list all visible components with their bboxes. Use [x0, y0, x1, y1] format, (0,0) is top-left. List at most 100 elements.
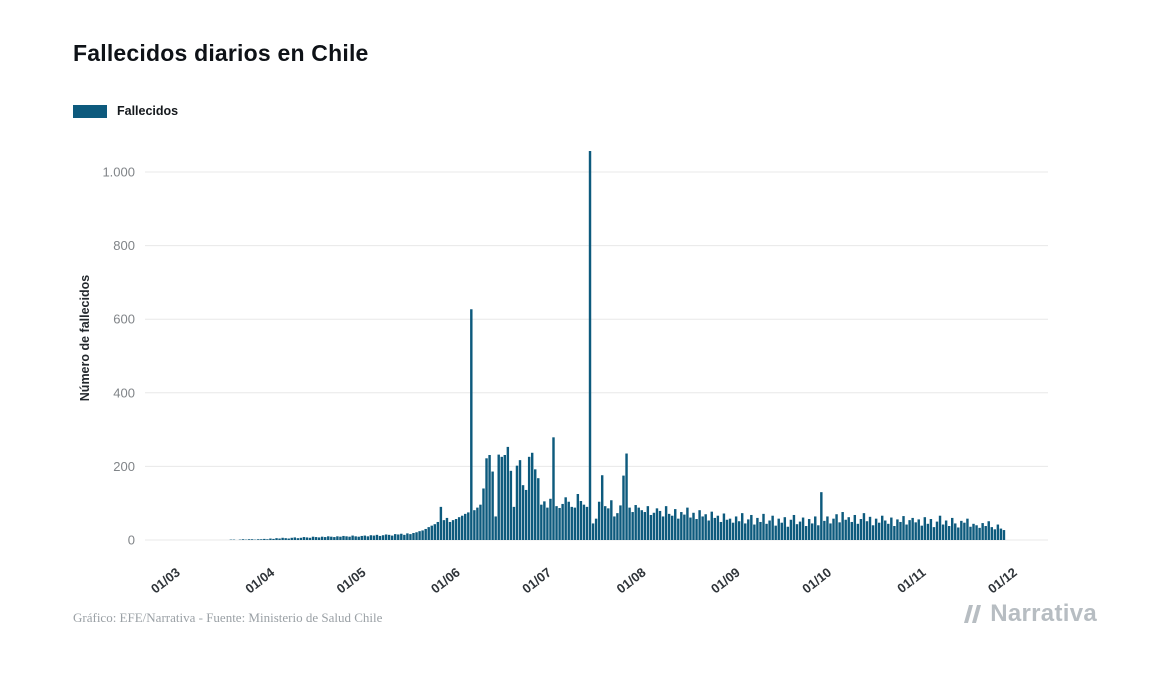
- bar: [561, 503, 564, 540]
- bar: [534, 469, 537, 540]
- bar: [777, 518, 780, 540]
- bar: [826, 516, 829, 540]
- x-tick-label: 01/08: [614, 565, 649, 597]
- bar: [546, 507, 549, 540]
- bar: [868, 516, 872, 540]
- bar: [430, 525, 433, 540]
- bar: [305, 537, 309, 540]
- x-tick-label: 01/12: [985, 565, 1020, 597]
- bar: [856, 523, 860, 540]
- bar: [689, 517, 692, 540]
- bar: [631, 512, 634, 540]
- bar: [278, 538, 281, 540]
- x-tick-label: 01/07: [519, 565, 554, 597]
- bar: [747, 519, 750, 540]
- bar: [661, 516, 665, 540]
- bar: [844, 519, 847, 540]
- bar: [241, 539, 245, 540]
- bar: [485, 458, 488, 540]
- bar: [920, 525, 923, 540]
- bar: [394, 534, 397, 540]
- bar: [570, 506, 573, 540]
- bar: [314, 537, 318, 540]
- y-tick-label: 600: [113, 312, 135, 327]
- bar: [357, 536, 360, 540]
- legend: Fallecidos: [73, 104, 178, 118]
- bar: [972, 523, 975, 540]
- bar: [877, 522, 881, 540]
- bar: [838, 522, 841, 540]
- narrativa-logo: Narrativa: [962, 600, 1097, 628]
- bar: [257, 539, 260, 540]
- bar: [835, 514, 838, 540]
- bar: [339, 536, 342, 540]
- bar: [576, 494, 580, 540]
- y-tick-label: 0: [128, 533, 135, 548]
- bar: [908, 520, 911, 540]
- bar: [649, 514, 653, 540]
- bar: [734, 516, 738, 540]
- bar: [567, 501, 570, 540]
- bar: [731, 522, 735, 540]
- bar: [667, 513, 671, 540]
- bar: [287, 538, 290, 540]
- source-credit: Gráfico: EFE/Narrativa - Fuente: Ministe…: [73, 610, 383, 625]
- bar: [290, 537, 293, 540]
- bar: [275, 538, 278, 540]
- bar: [482, 488, 485, 540]
- bar: [579, 500, 583, 540]
- bar: [829, 523, 832, 540]
- bar: [412, 533, 415, 540]
- bar: [880, 515, 884, 540]
- bar: [351, 535, 354, 540]
- bar: [585, 506, 589, 540]
- bar: [582, 504, 586, 540]
- bar: [497, 454, 500, 540]
- chart-title: Fallecidos diarios en Chile: [73, 40, 369, 66]
- bar: [549, 498, 552, 540]
- bar: [887, 523, 890, 540]
- bar: [445, 517, 449, 540]
- bar: [299, 537, 303, 540]
- bar: [543, 501, 546, 540]
- bar: [722, 513, 726, 540]
- narrativa-logo-text: Narrativa: [990, 600, 1097, 627]
- bar: [658, 510, 662, 540]
- bar: [969, 526, 972, 540]
- bar: [762, 513, 765, 540]
- bar: [917, 519, 920, 540]
- bar: [622, 475, 625, 540]
- bar: [789, 519, 793, 540]
- y-tick-label: 200: [113, 459, 135, 474]
- bar: [448, 521, 452, 540]
- bar: [810, 523, 814, 540]
- bar: [476, 507, 479, 540]
- bar: [384, 534, 388, 540]
- y-tick-label: 1.000: [102, 165, 135, 180]
- bar: [439, 506, 443, 540]
- x-tick-label: 01/05: [334, 565, 369, 597]
- bar: [634, 505, 637, 540]
- bar: [527, 456, 531, 540]
- bar: [381, 535, 385, 540]
- bar: [753, 524, 756, 540]
- bar: [899, 521, 902, 540]
- bar: [491, 471, 494, 540]
- legend-label: Fallecidos: [117, 104, 179, 118]
- bar: [884, 520, 887, 540]
- bar: [390, 535, 394, 540]
- y-axis-title: Número de fallecidos: [78, 275, 92, 401]
- bar: [807, 519, 811, 540]
- bar: [655, 508, 659, 540]
- bar: [853, 514, 857, 540]
- bar: [804, 526, 808, 540]
- bar: [397, 534, 400, 540]
- bar: [418, 531, 421, 540]
- bar: [683, 514, 686, 540]
- bar: [695, 519, 698, 540]
- bar: [680, 512, 683, 540]
- bar: [978, 527, 981, 540]
- bar: [944, 520, 948, 540]
- bar: [387, 534, 391, 540]
- bar: [954, 523, 957, 540]
